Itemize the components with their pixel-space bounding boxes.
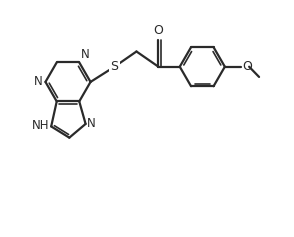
Text: NH: NH — [32, 119, 49, 132]
Text: O: O — [242, 60, 252, 73]
Text: N: N — [34, 75, 43, 88]
Text: S: S — [111, 60, 118, 73]
Text: N: N — [81, 48, 89, 61]
Text: O: O — [153, 24, 163, 37]
Text: N: N — [87, 117, 96, 130]
